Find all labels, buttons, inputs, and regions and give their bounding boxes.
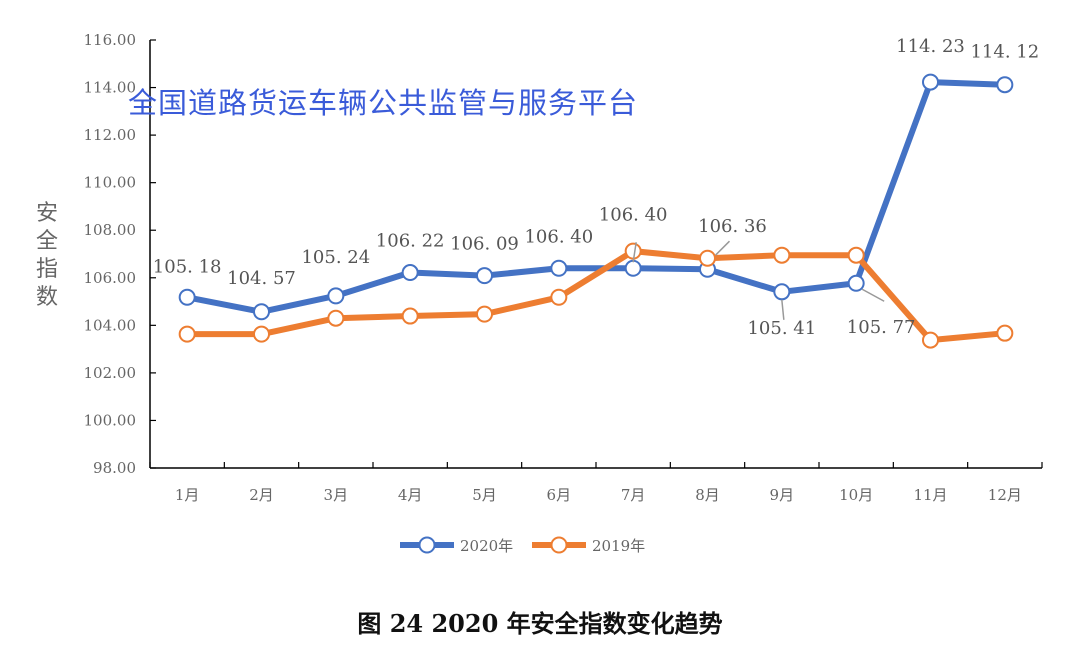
data-label: 104. 57 (227, 268, 296, 289)
y-axis-label: 全 (36, 229, 58, 254)
series-line-2020年 (186, 79, 1005, 315)
y-tick-label: 98.00 (93, 459, 136, 477)
legend-marker (418, 536, 436, 554)
legend-marker (550, 536, 568, 554)
data-label: 106. 40 (524, 226, 593, 247)
data-point (773, 283, 791, 301)
x-tick-label: 1月 (175, 486, 200, 504)
data-point (476, 305, 493, 323)
data-point (253, 325, 270, 343)
data-point (624, 242, 642, 260)
figure-caption: 图 24 2020 年安全指数变化趋势 (357, 609, 723, 638)
data-point (550, 259, 568, 277)
data-point (327, 287, 345, 305)
x-tick-label: 9月 (770, 486, 795, 504)
data-point (327, 309, 345, 327)
data-point (624, 259, 642, 277)
y-tick-label: 114.00 (84, 79, 137, 97)
legend-label: 2019年 (592, 537, 645, 555)
leader-line (632, 242, 637, 263)
data-point (922, 331, 939, 349)
data-point (178, 288, 196, 306)
data-point (476, 267, 493, 285)
leader-line (781, 299, 785, 320)
y-axis-label: 安 (36, 201, 58, 226)
y-tick-label: 106.00 (84, 269, 137, 287)
x-tick-label: 12月 (988, 486, 1022, 504)
data-point (996, 76, 1014, 94)
data-point (550, 288, 568, 306)
data-point (401, 307, 419, 325)
x-tick-label: 2月 (249, 486, 274, 504)
data-point (847, 246, 865, 264)
watermark-text: 全国道路货运车辆公共监管与服务平台 (128, 86, 639, 120)
data-point (847, 274, 865, 292)
series-line-2019年 (187, 248, 1006, 344)
data-point (178, 325, 196, 343)
y-tick-label: 108.00 (84, 221, 137, 239)
x-tick-label: 6月 (547, 486, 572, 504)
data-label: 114. 12 (970, 42, 1039, 63)
data-label: 106. 40 (599, 204, 668, 225)
data-point (401, 264, 419, 282)
x-tick-label: 4月 (398, 486, 423, 504)
leader-line (861, 288, 885, 302)
legend-label: 2020年 (460, 537, 513, 555)
y-tick-label: 116.00 (84, 31, 137, 49)
data-point (699, 249, 716, 267)
leader-line (714, 240, 731, 256)
x-tick-label: 7月 (621, 486, 646, 504)
y-axis-label: 数 (36, 285, 58, 310)
data-label: 106. 09 (450, 234, 519, 255)
x-tick-label: 8月 (695, 486, 720, 504)
data-label: 106. 22 (376, 231, 445, 252)
x-tick-label: 11月 (913, 486, 947, 504)
data-label: 114. 23 (896, 36, 965, 57)
x-tick-label: 3月 (324, 486, 349, 504)
data-label: 105. 18 (153, 256, 222, 277)
y-axis-label: 指 (36, 257, 58, 282)
y-tick-label: 104.00 (84, 316, 137, 334)
data-point (253, 303, 270, 321)
y-tick-label: 112.00 (84, 126, 137, 144)
data-point (996, 324, 1014, 342)
y-tick-label: 110.00 (84, 174, 137, 192)
y-tick-label: 100.00 (84, 411, 137, 429)
data-label: 105. 77 (847, 317, 916, 338)
data-label: 106. 36 (698, 216, 767, 237)
data-label: 105. 24 (301, 247, 370, 268)
data-point (922, 73, 939, 91)
x-tick-label: 10月 (839, 486, 873, 504)
data-point (773, 246, 791, 264)
y-tick-label: 102.00 (84, 364, 137, 382)
x-tick-label: 5月 (472, 486, 497, 504)
data-label: 105. 41 (747, 318, 816, 339)
